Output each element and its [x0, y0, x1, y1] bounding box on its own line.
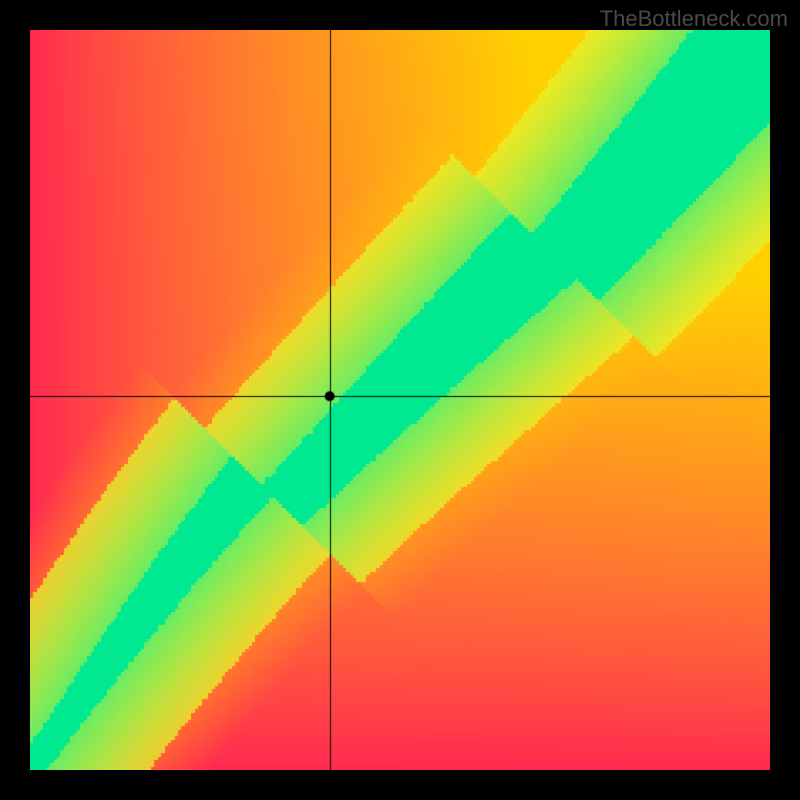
watermark-text: TheBottleneck.com	[600, 6, 788, 32]
chart-container: TheBottleneck.com	[0, 0, 800, 800]
crosshair-overlay	[0, 0, 800, 800]
